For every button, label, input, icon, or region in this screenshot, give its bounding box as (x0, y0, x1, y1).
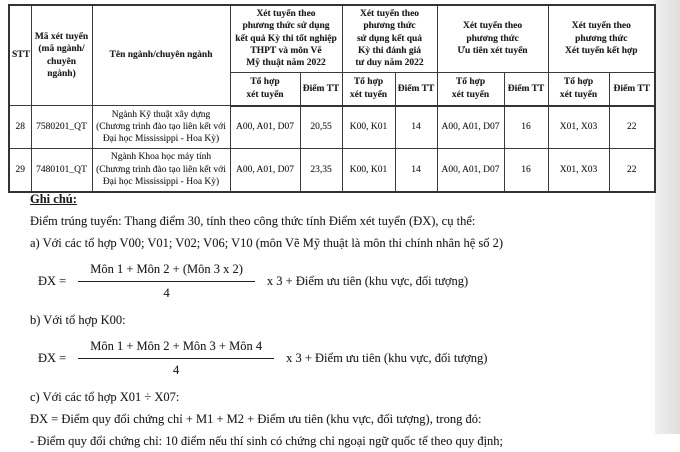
cell-tuduy-combo: K00, K01 (341, 105, 396, 150)
cell-tuduy-combo: K00, K01 (341, 148, 396, 193)
scan-edge-shading (655, 0, 680, 434)
fraction-numerator: Môn 1 + Môn 2 + (Môn 3 x 2) (78, 261, 255, 282)
admission-score-table: STT Mã xét tuyển (mã ngành/ chuyên ngành… (8, 4, 657, 193)
formula-suffix: x 3 + Điểm ưu tiên (khu vực, đối tượng) (286, 351, 488, 365)
col-header-code: Mã xét tuyển (mã ngành/ chuyên ngành) (30, 4, 93, 107)
fraction: Môn 1 + Môn 2 + (Môn 3 x 2) 4 (78, 261, 255, 302)
cell-uutien-score: 16 (503, 105, 549, 150)
cell-uutien-combo: A00, A01, D07 (436, 105, 505, 150)
scanned-admission-document: STT Mã xét tuyển (mã ngành/ chuyên ngành… (8, 0, 680, 448)
table-row: 29 7480101_QT Ngành Khoa học máy tính (C… (8, 148, 656, 193)
fraction-numerator: Môn 1 + Môn 2 + Môn 3 + Môn 4 (78, 338, 275, 359)
fraction-denominator: 4 (173, 362, 180, 377)
cell-stt: 29 (8, 148, 32, 193)
subheader-combo-uutien: Tổ hợp xét tuyển (436, 71, 505, 107)
group-header-tuduy: Xét tuyển theo phương thức sử dụng kết q… (341, 4, 438, 73)
cell-thpt-combo: A00, A01, D07 (229, 148, 301, 193)
subheader-score-thpt: Điểm TT (299, 71, 343, 107)
notes-section: Ghi chú: Điểm trúng tuyển: Thang điểm 30… (30, 188, 646, 452)
table-row: 28 7580201_QT Ngành Kỹ thuật xây dựng (C… (8, 105, 656, 150)
subheader-score-tuduy: Điểm TT (394, 71, 438, 107)
cell-thpt-score: 20,55 (299, 105, 343, 150)
cell-kethop-combo: X01, X03 (547, 148, 610, 193)
formula-suffix: x 3 + Điểm ưu tiên (khu vực, đối tượng) (266, 274, 469, 288)
cell-uutien-combo: A00, A01, D07 (436, 148, 505, 193)
subheader-combo-kethop: Tổ hợp xét tuyển (547, 71, 610, 107)
subheader-combo-thpt: Tổ hợp xét tuyển (229, 71, 301, 107)
col-header-stt: STT (8, 4, 32, 107)
cell-kethop-score: 22 (608, 148, 656, 193)
cell-kethop-combo: X01, X03 (547, 105, 610, 150)
case-a-label: a) Với các tổ hợp V00; V01; V02; V06; V1… (30, 236, 504, 250)
col-header-name: Tên ngành/chuyên ngành (91, 4, 231, 107)
fraction: Môn 1 + Môn 2 + Môn 3 + Môn 4 4 (78, 338, 275, 379)
cell-code: 7580201_QT (30, 105, 93, 150)
case-a-formula: ĐX = Môn 1 + Môn 2 + (Môn 3 x 2) 4 x 3 +… (38, 257, 646, 305)
cell-tuduy-score: 14 (394, 148, 438, 193)
formula-lhs: ĐX = (38, 351, 67, 365)
cell-stt: 28 (8, 105, 32, 150)
header-sub-row: Tổ hợp xét tuyển Điểm TT Tổ hợp xét tuyể… (9, 71, 656, 107)
subheader-combo-tuduy: Tổ hợp xét tuyển (341, 71, 396, 107)
group-header-uutien: Xét tuyển theo phương thức Ưu tiên xét t… (436, 4, 549, 73)
notes-intro: Điểm trúng tuyển: Thang điểm 30, tính th… (30, 214, 476, 228)
cell-uutien-score: 16 (503, 148, 549, 193)
case-c-formula: ĐX = Điểm quy đổi chứng chỉ + M1 + M2 + … (30, 412, 482, 426)
subheader-score-uutien: Điểm TT (503, 71, 549, 107)
case-c-label: c) Với các tổ hợp X01 ÷ X07: (30, 390, 180, 404)
cell-thpt-combo: A00, A01, D07 (229, 105, 301, 150)
formula-lhs: ĐX = (38, 274, 67, 288)
header-group-row: STT Mã xét tuyển (mã ngành/ chuyên ngành… (8, 4, 656, 107)
group-header-kethop: Xét tuyển theo phương thức Xét tuyển kết… (547, 4, 656, 73)
cell-code: 7480101_QT (30, 148, 93, 193)
notes-title: Ghi chú: (30, 192, 77, 206)
fraction-denominator: 4 (163, 285, 170, 300)
cell-kethop-score: 22 (608, 105, 656, 150)
cell-major-name: Ngành Kỹ thuật xây dựng (Chương trình đà… (91, 105, 231, 150)
case-b-formula: ĐX = Môn 1 + Môn 2 + Môn 3 + Môn 4 4 x 3… (38, 334, 646, 382)
cell-tuduy-score: 14 (394, 105, 438, 150)
subheader-score-kethop: Điểm TT (608, 71, 656, 107)
cell-major-name: Ngành Khoa học máy tính (Chương trình đà… (91, 148, 231, 193)
cell-thpt-score: 23,35 (299, 148, 343, 193)
case-b-label: b) Với tổ hợp K00: (30, 313, 126, 327)
group-header-thpt: Xét tuyển theo phương thức sử dụng kết q… (229, 4, 343, 73)
case-c-detail: - Điểm quy đổi chứng chỉ: 10 điểm nếu th… (30, 434, 504, 448)
